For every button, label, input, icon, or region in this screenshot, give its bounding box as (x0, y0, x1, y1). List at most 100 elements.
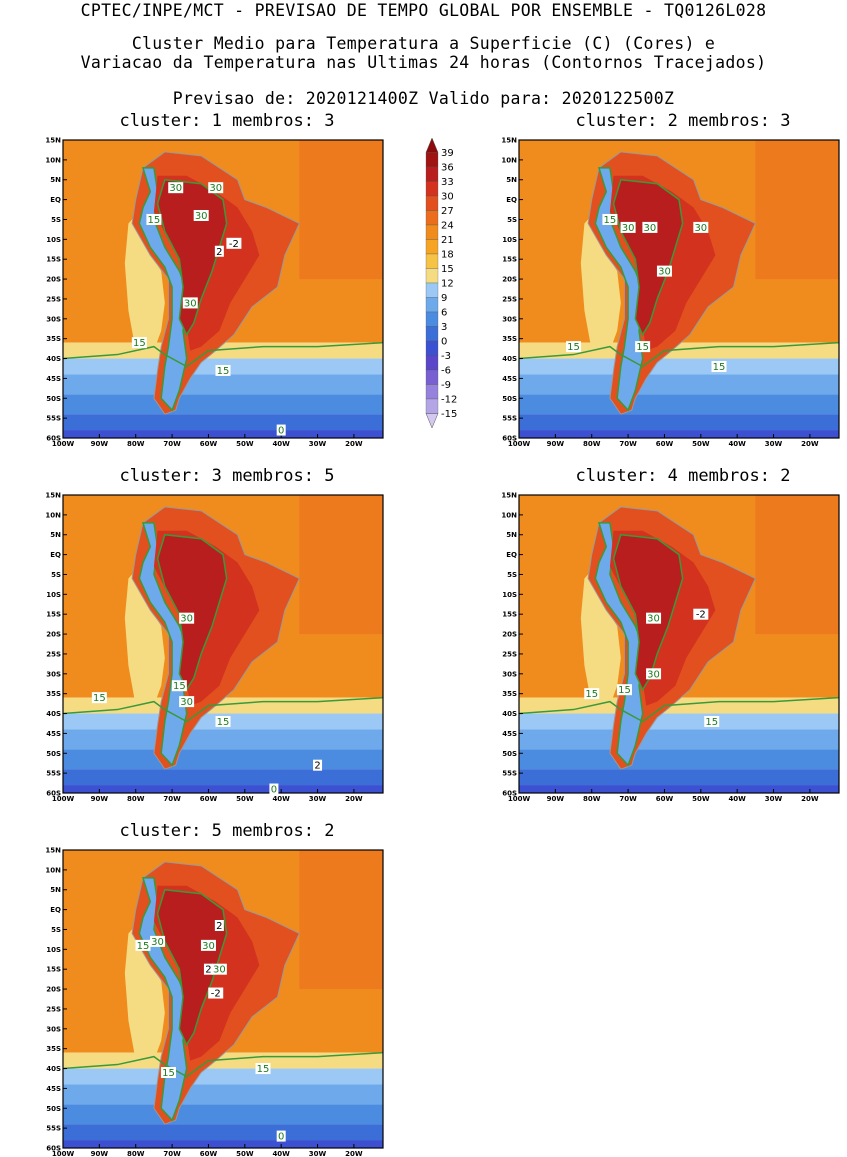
lon-tick-label: 100W (508, 795, 531, 803)
contour-label-box (208, 987, 224, 999)
contour-label-box (693, 221, 709, 233)
colorbar-label: 27 (441, 206, 454, 217)
contour-label: 15 (93, 693, 106, 704)
contour-label-box (182, 297, 198, 309)
contour-label: 15 (148, 215, 161, 226)
colorbar-swatch (425, 195, 439, 211)
contour-label-box (214, 245, 224, 257)
lat-tick-label: 15N (45, 137, 61, 145)
contour-label-box (602, 213, 618, 225)
contour-label: -2 (211, 989, 221, 1000)
lat-tick-label: 30S (46, 315, 61, 323)
contour-label: 30 (202, 941, 215, 952)
lat-tick-label: 15N (501, 492, 517, 500)
contour-label-box (211, 963, 227, 975)
contour-label-box (131, 337, 147, 349)
contour-30 (156, 533, 228, 692)
lon-tick-label: 40W (728, 795, 746, 803)
andes-cold-region (138, 522, 192, 767)
lat-tick-label: 40S (502, 710, 517, 718)
lon-tick-label: 70W (163, 795, 181, 803)
colorbar-label: 30 (441, 192, 454, 203)
lat-tick-label: 25S (46, 295, 61, 303)
contour-label: 30 (184, 298, 197, 309)
lon-tick-label: 90W (91, 795, 109, 803)
map-frame (62, 849, 384, 1149)
contour-label: 15 (217, 366, 230, 377)
temperature-band (519, 785, 839, 793)
lat-tick-label: 20S (502, 276, 517, 284)
lat-tick-label: 35S (46, 1045, 61, 1053)
lat-tick-label: 10N (45, 866, 61, 874)
colorbar-label: 6 (441, 308, 447, 319)
lat-tick-label: 15N (45, 492, 61, 500)
contour-label: 15 (217, 717, 230, 728)
colorbar-label: 24 (441, 221, 454, 232)
contour-label-box (584, 688, 600, 700)
temperature-band (63, 374, 383, 395)
contour-label: 0 (278, 426, 284, 437)
lon-tick-label: 50W (692, 440, 710, 448)
contour-label: 15 (162, 1068, 175, 1079)
lat-tick-label: 5N (506, 531, 517, 539)
lat-tick-label: 30S (502, 670, 517, 678)
contour-15 (518, 341, 840, 368)
map-panel-2: 15N 10N 5N EQ 5S 10S 15S 20S 25S 30S 35S 40S 45S 50S 5… (501, 137, 840, 448)
cool-coastal-region (124, 925, 165, 1061)
map-panel-3: 15N 10N 5N EQ 5S 10S 15S 20S 25S 30S 35S 40S 45S 50S 5… (45, 492, 384, 803)
colorbar-swatch (425, 282, 439, 298)
colorbar-label: 9 (441, 293, 447, 304)
cool-coastal-region (580, 570, 621, 706)
contour-label-box (704, 715, 720, 727)
lon-tick-label: 40W (272, 440, 290, 448)
contour-label: 30 (180, 697, 193, 708)
lat-tick-label: 25S (46, 650, 61, 658)
lon-tick-label: 100W (52, 440, 75, 448)
lon-tick-label: 50W (692, 795, 710, 803)
panel-1-title: cluster: 1 membros: 3 (119, 111, 335, 131)
contour-label-box (656, 265, 672, 277)
colorbar-label: 33 (441, 177, 454, 188)
lat-tick-label: 50S (46, 395, 61, 403)
colorbar-swatch (425, 224, 439, 240)
lat-tick-label: 55S (502, 770, 517, 778)
temperature-band (519, 374, 839, 395)
lon-tick-label: 60W (656, 795, 674, 803)
lat-tick-label: EQ (506, 196, 517, 204)
lon-tick-label: 70W (163, 1150, 181, 1157)
cool-coastal-region (124, 570, 165, 706)
contour-label: 30 (694, 223, 707, 234)
contour-label-box (215, 364, 231, 376)
contour-label: 30 (180, 614, 193, 625)
temperature-band (519, 414, 839, 431)
contour-label: 2 (216, 247, 222, 258)
lat-tick-label: 20S (502, 631, 517, 639)
temperature-band (63, 785, 383, 793)
lon-tick-label: 70W (163, 440, 181, 448)
lon-tick-label: 60W (200, 440, 218, 448)
contour-label: 15 (173, 681, 186, 692)
colorbar-swatch (425, 369, 439, 385)
lon-tick-label: 100W (52, 1150, 75, 1157)
contour-30 (612, 178, 684, 337)
lon-tick-label: 70W (619, 440, 637, 448)
map-frame (62, 139, 384, 439)
lat-tick-label: 35S (46, 690, 61, 698)
temperature-band (519, 394, 839, 415)
lon-tick-label: 80W (583, 795, 601, 803)
contour-label-box (226, 237, 242, 249)
colorbar-swatch (425, 340, 439, 356)
colorbar-label: 3 (441, 322, 447, 333)
lat-tick-label: 15S (46, 256, 61, 264)
lat-tick-label: 5N (50, 176, 61, 184)
lat-tick-label: 55S (46, 770, 61, 778)
lat-tick-label: 45S (46, 1085, 61, 1093)
contour-label: 30 (658, 267, 671, 278)
temperature-band (63, 769, 383, 786)
lat-tick-label: 55S (46, 1125, 61, 1133)
panel-3-title: cluster: 3 membros: 5 (119, 466, 335, 486)
lat-tick-label: 25S (46, 1005, 61, 1013)
contour-label-box (255, 1063, 271, 1075)
colorbar-swatch (425, 166, 439, 182)
lon-tick-label: 30W (765, 440, 783, 448)
